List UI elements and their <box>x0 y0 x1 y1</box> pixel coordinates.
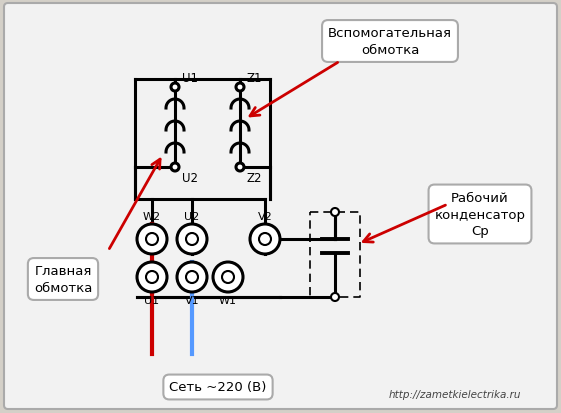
Text: U2: U2 <box>182 171 198 185</box>
Circle shape <box>186 271 198 283</box>
Text: Вспомогательная
обмотка: Вспомогательная обмотка <box>328 27 452 57</box>
Circle shape <box>331 209 339 216</box>
Circle shape <box>186 233 198 245</box>
Text: Рабочий
конденсатор
Ср: Рабочий конденсатор Ср <box>435 191 526 238</box>
Circle shape <box>137 262 167 292</box>
Text: W1: W1 <box>219 295 237 305</box>
Text: V2: V2 <box>257 211 273 221</box>
Circle shape <box>236 84 244 92</box>
Circle shape <box>250 224 280 254</box>
Text: W2: W2 <box>143 211 161 221</box>
Text: Z2: Z2 <box>247 171 263 185</box>
Text: Z1: Z1 <box>247 72 263 85</box>
Circle shape <box>137 224 167 254</box>
Circle shape <box>331 293 339 301</box>
Circle shape <box>146 233 158 245</box>
Circle shape <box>171 84 179 92</box>
Circle shape <box>236 164 244 171</box>
Circle shape <box>259 233 271 245</box>
Text: Сеть ~220 (В): Сеть ~220 (В) <box>169 380 266 394</box>
Text: http://zametkielectrika.ru: http://zametkielectrika.ru <box>389 389 521 399</box>
Circle shape <box>177 262 207 292</box>
FancyBboxPatch shape <box>4 4 557 409</box>
Text: V1: V1 <box>185 295 199 305</box>
Text: U1: U1 <box>182 72 198 85</box>
Circle shape <box>171 164 179 171</box>
Circle shape <box>213 262 243 292</box>
Circle shape <box>222 271 234 283</box>
Text: U1: U1 <box>144 295 159 305</box>
Circle shape <box>146 271 158 283</box>
Text: U2: U2 <box>185 211 200 221</box>
Circle shape <box>177 224 207 254</box>
Text: Главная
обмотка: Главная обмотка <box>34 264 92 294</box>
